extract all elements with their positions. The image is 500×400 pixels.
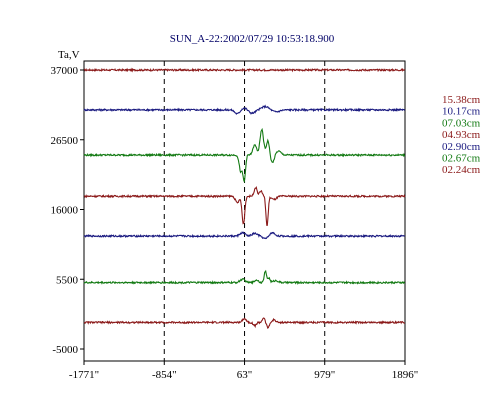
y-tick-label: -5000 <box>52 344 78 356</box>
legend-entry: 15.38cm <box>442 94 481 106</box>
y-tick-label: 5500 <box>56 274 79 286</box>
series-line-10.17cm <box>83 104 406 115</box>
chart-title: SUN_A-22:2002/07/29 10:53:18.900 <box>170 33 335 45</box>
y-tick-label: 16000 <box>51 205 79 217</box>
series-line-02.67cm <box>83 269 406 285</box>
series-line-04.93cm <box>83 186 406 226</box>
x-tick-label: -854" <box>152 369 177 381</box>
x-tick-label: 1896" <box>392 369 419 381</box>
series-line-02.24cm <box>83 317 406 330</box>
legend: 15.38cm10.17cm07.03cm04.93cm02.90cm02.67… <box>442 94 481 176</box>
legend-entry: 02.67cm <box>442 153 481 165</box>
series-line-02.90cm <box>83 231 406 240</box>
y-ticks: 37000 26500 16000 5500 -5000 <box>51 65 84 356</box>
legend-entry: 10.17cm <box>442 106 481 118</box>
legend-entry: 07.03cm <box>442 117 481 129</box>
series-lines <box>83 67 406 330</box>
legend-entry: 02.90cm <box>442 141 481 153</box>
series-line-15.38cm <box>83 67 406 73</box>
series-line-07.03cm <box>83 127 406 184</box>
legend-entry: 02.24cm <box>442 164 481 176</box>
legend-entry: 04.93cm <box>442 129 481 141</box>
x-tick-label: -1771" <box>69 369 99 381</box>
x-ticks: -1771" -854" 63" 979" 1896" <box>69 361 418 381</box>
x-tick-label: 979" <box>314 369 335 381</box>
y-tick-label: 26500 <box>51 135 79 147</box>
y-axis-label: Ta,V <box>58 49 80 61</box>
y-tick-label: 37000 <box>51 65 79 77</box>
x-tick-label: 63" <box>237 369 253 381</box>
